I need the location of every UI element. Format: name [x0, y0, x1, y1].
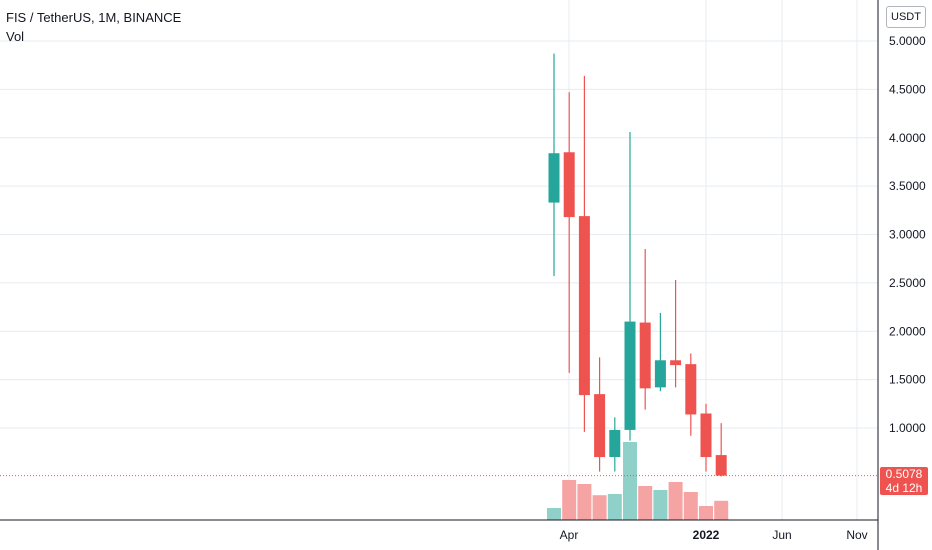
- volume-bars: [547, 442, 729, 520]
- candle-body: [654, 360, 666, 388]
- currency-button[interactable]: USDT: [886, 6, 926, 28]
- price-tick-label: 2.0000: [889, 324, 926, 338]
- volume-bar: [547, 508, 561, 520]
- volume-bar: [668, 482, 683, 520]
- volume-bar: [638, 486, 653, 520]
- price-tick-label: 4.5000: [889, 82, 926, 96]
- candle-body: [685, 364, 697, 415]
- candle-body: [594, 394, 606, 458]
- time-axis[interactable]: Apr 2022 Jun Nov: [560, 528, 868, 542]
- candle-body: [548, 153, 560, 203]
- price-tick-label: 3.0000: [889, 228, 926, 242]
- price-tick-label: 4.0000: [889, 131, 926, 145]
- volume-bar: [562, 480, 577, 520]
- time-tick-label: 2022: [693, 528, 720, 542]
- last-price-tag: 0.5078 4d 12h: [880, 466, 928, 495]
- volume-bar: [607, 494, 622, 520]
- price-tick-label: 1.5000: [889, 373, 926, 387]
- volume-bar: [653, 490, 668, 520]
- volume-bar: [577, 484, 592, 520]
- candle-body: [700, 413, 712, 458]
- candle-body: [639, 322, 651, 389]
- candle-body: [670, 360, 682, 366]
- price-tick-label: 2.5000: [889, 276, 926, 290]
- price-tick-label: 3.5000: [889, 179, 926, 193]
- price-tick-label: 5.0000: [889, 34, 926, 48]
- last-price-value: 0.5078: [885, 466, 923, 481]
- symbol-title[interactable]: FIS / TetherUS, 1M, BINANCE: [6, 10, 182, 25]
- bar-countdown: 4d 12h: [885, 480, 923, 495]
- price-axis[interactable]: 5.0000 4.5000 4.0000 3.5000 3.0000 2.5000 2.00…: [889, 34, 926, 435]
- candle-body: [609, 429, 621, 458]
- chart-legend: FIS / TetherUS, 1M, BINANCE Vol: [6, 8, 181, 46]
- time-tick-label: Nov: [846, 528, 867, 542]
- volume-bar: [683, 492, 698, 520]
- candle-body: [563, 152, 575, 218]
- volume-bar: [592, 495, 607, 520]
- candle-body: [715, 455, 727, 476]
- volume-bar: [699, 506, 713, 520]
- candles: [548, 53, 727, 477]
- price-tick-label: 1.0000: [889, 421, 926, 435]
- volume-bar: [623, 442, 637, 520]
- grid-lines: [0, 0, 878, 520]
- volume-legend[interactable]: Vol: [6, 29, 25, 44]
- time-tick-label: Apr: [560, 528, 579, 542]
- candle-body: [624, 321, 636, 430]
- time-tick-label: Jun: [772, 528, 791, 542]
- candle-body: [578, 216, 590, 396]
- volume-bar: [714, 500, 729, 520]
